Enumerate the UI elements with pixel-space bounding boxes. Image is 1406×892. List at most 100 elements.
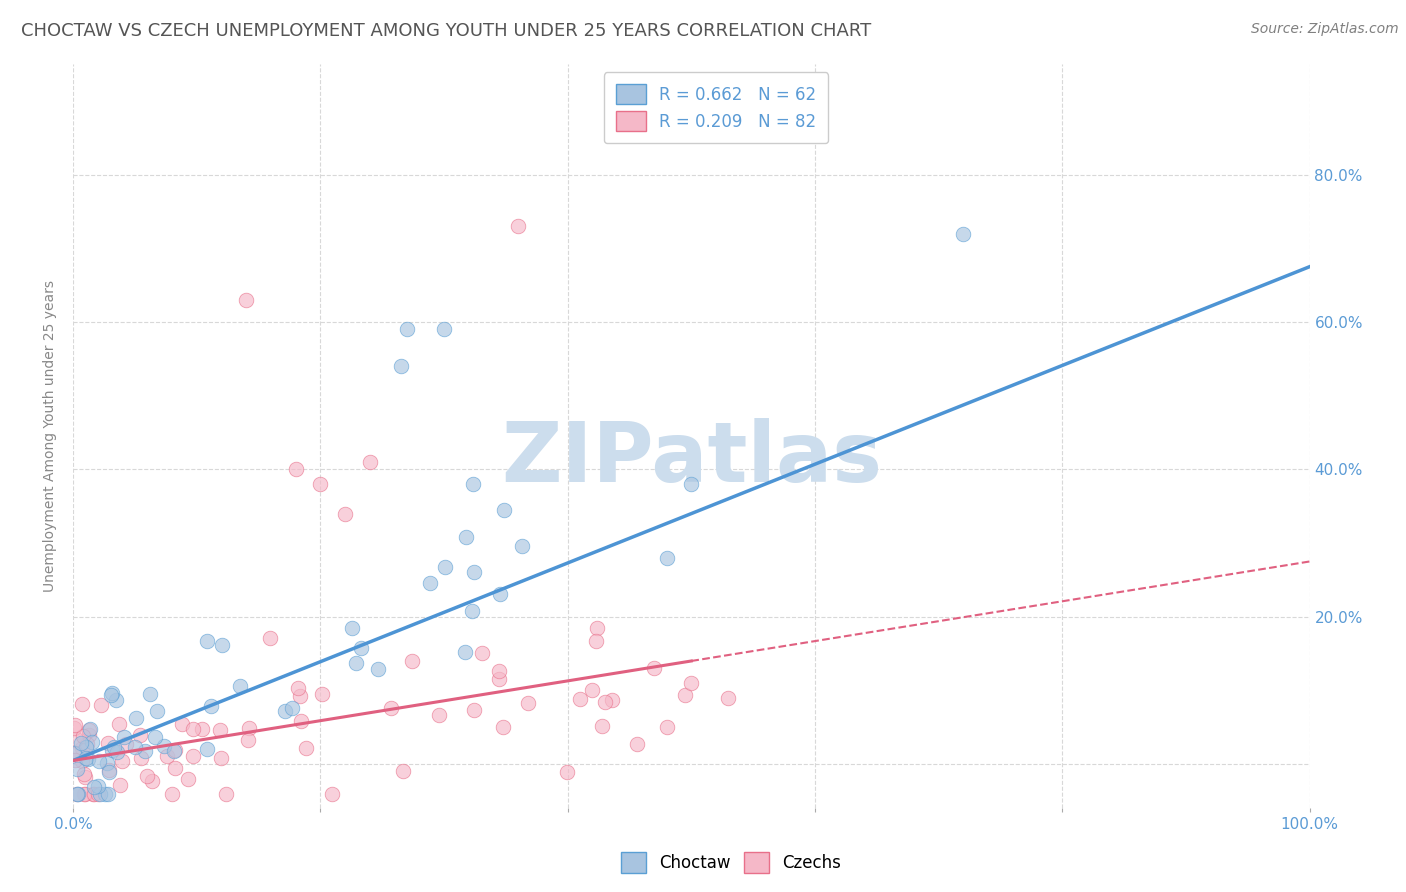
Point xyxy=(419,576,441,591)
Point xyxy=(287,681,309,696)
Point xyxy=(681,477,703,491)
Point xyxy=(211,638,233,652)
Point xyxy=(143,730,166,744)
Point xyxy=(108,778,131,792)
Point xyxy=(165,761,187,775)
Point xyxy=(600,693,623,707)
Point xyxy=(101,686,124,700)
Point xyxy=(274,704,297,718)
Point xyxy=(643,661,665,675)
Point xyxy=(461,477,484,491)
Text: ZIPatlas: ZIPatlas xyxy=(501,418,882,499)
Point xyxy=(311,687,333,701)
Point xyxy=(367,662,389,676)
Point xyxy=(146,704,169,718)
Point xyxy=(83,780,105,794)
Point xyxy=(79,728,101,742)
Point xyxy=(454,645,477,659)
Point xyxy=(359,455,381,469)
Point xyxy=(463,703,485,717)
Point xyxy=(135,769,157,783)
Point xyxy=(215,787,238,801)
Point xyxy=(124,739,146,754)
Point xyxy=(586,621,609,635)
Point xyxy=(508,219,530,234)
Point xyxy=(96,736,118,750)
Point xyxy=(456,530,478,544)
Point xyxy=(103,739,125,754)
Point xyxy=(62,721,84,735)
Point xyxy=(333,507,356,521)
Point xyxy=(177,772,200,786)
Point xyxy=(156,749,179,764)
Point xyxy=(229,680,252,694)
Point xyxy=(952,227,974,241)
Point xyxy=(63,717,86,731)
Point xyxy=(309,477,332,491)
Point xyxy=(66,787,89,801)
Point xyxy=(673,688,696,702)
Point xyxy=(75,740,97,755)
Point xyxy=(160,787,183,801)
Point xyxy=(165,743,187,757)
Point xyxy=(108,717,131,731)
Point xyxy=(112,730,135,744)
Point xyxy=(73,787,96,801)
Point xyxy=(76,751,98,765)
Point xyxy=(94,787,117,801)
Point xyxy=(66,787,89,801)
Point xyxy=(492,502,515,516)
Point xyxy=(129,750,152,764)
Point xyxy=(65,753,87,767)
Point xyxy=(100,689,122,703)
Point xyxy=(593,694,616,708)
Point xyxy=(76,737,98,751)
Point xyxy=(87,755,110,769)
Point xyxy=(461,604,484,618)
Y-axis label: Unemployment Among Youth under 25 years: Unemployment Among Youth under 25 years xyxy=(44,280,58,592)
Point xyxy=(87,779,110,793)
Point xyxy=(395,322,418,336)
Point xyxy=(66,787,89,801)
Point xyxy=(655,720,678,734)
Point xyxy=(96,756,118,770)
Point xyxy=(236,733,259,747)
Point xyxy=(89,787,111,801)
Point xyxy=(200,699,222,714)
Legend: R = 0.662   N = 62, R = 0.209   N = 82: R = 0.662 N = 62, R = 0.209 N = 82 xyxy=(605,72,828,143)
Point xyxy=(111,754,134,768)
Point xyxy=(470,646,492,660)
Point xyxy=(139,688,162,702)
Point xyxy=(284,462,307,476)
Point xyxy=(80,734,103,748)
Point xyxy=(195,633,218,648)
Point xyxy=(591,719,613,733)
Text: CHOCTAW VS CZECH UNEMPLOYMENT AMONG YOUTH UNDER 25 YEARS CORRELATION CHART: CHOCTAW VS CZECH UNEMPLOYMENT AMONG YOUT… xyxy=(21,22,872,40)
Text: Source: ZipAtlas.com: Source: ZipAtlas.com xyxy=(1251,22,1399,37)
Point xyxy=(568,691,591,706)
Point xyxy=(340,621,363,635)
Point xyxy=(170,717,193,731)
Point xyxy=(655,550,678,565)
Point xyxy=(152,739,174,754)
Point xyxy=(681,676,703,690)
Point xyxy=(321,787,343,801)
Point xyxy=(281,700,304,714)
Point xyxy=(181,722,204,736)
Point xyxy=(510,540,533,554)
Point xyxy=(427,707,450,722)
Point xyxy=(433,322,456,336)
Point xyxy=(63,747,86,761)
Point xyxy=(489,587,512,601)
Point xyxy=(235,293,257,307)
Point xyxy=(90,698,112,713)
Point xyxy=(389,359,412,374)
Point xyxy=(488,664,510,678)
Point xyxy=(401,654,423,668)
Point xyxy=(100,743,122,757)
Point xyxy=(105,745,128,759)
Point xyxy=(66,762,89,776)
Point xyxy=(392,764,415,778)
Point xyxy=(79,722,101,736)
Point xyxy=(77,723,100,737)
